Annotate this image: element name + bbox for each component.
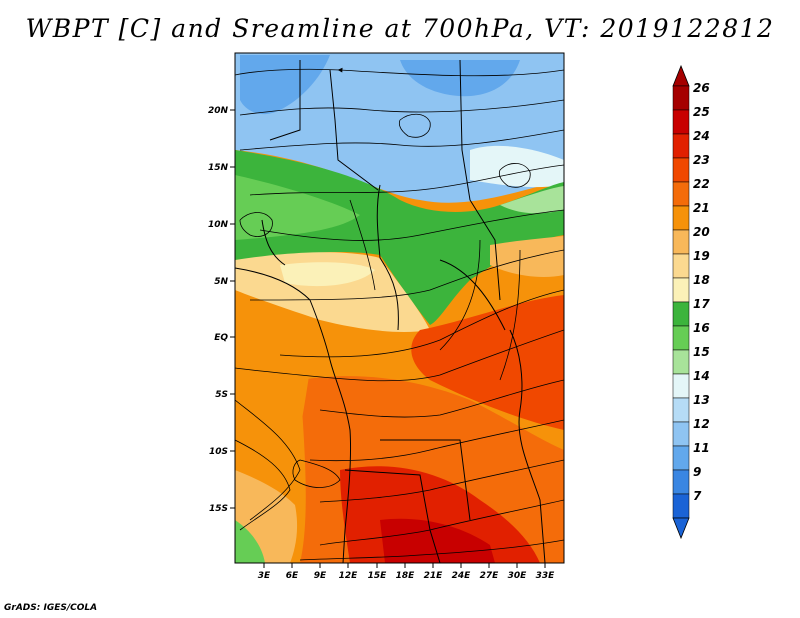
colorbar-label: 22 (693, 177, 710, 191)
colorbar-label: 9 (693, 465, 701, 479)
lon-label: 33E (536, 571, 556, 581)
colorbar-label: 18 (693, 273, 710, 287)
colorbar-label: 20 (693, 225, 710, 239)
colorbar-top-arrow (672, 64, 690, 87)
colorbar-label: 23 (693, 153, 710, 167)
map-frame (234, 52, 565, 564)
colorbar-swatch (672, 421, 690, 447)
colorbar-label: 15 (693, 345, 710, 359)
lat-label: 5S (215, 390, 228, 400)
lon-label: 12E (339, 571, 359, 581)
colorbar-label: 13 (693, 393, 710, 407)
lat-label: EQ (214, 333, 228, 343)
lat-label: 15N (208, 163, 229, 173)
lat-label: 10S (209, 447, 228, 457)
colorbar-swatch (672, 325, 690, 351)
colorbar-label: 17 (693, 297, 710, 311)
lon-label: 30E (508, 571, 528, 581)
colorbar-label: 14 (693, 369, 710, 383)
lat-label: 20N (208, 106, 229, 116)
colorbar-label: 12 (693, 417, 710, 431)
colorbar-label: 7 (693, 489, 702, 503)
colorbar-swatch (672, 397, 690, 423)
colorbar-swatch (672, 85, 690, 111)
lon-label: 6E (286, 571, 299, 581)
colorbar-swatch (672, 493, 690, 519)
colorbar-bottom-arrow (672, 517, 690, 540)
colorbar-swatch (672, 133, 690, 159)
wbpt-field (235, 53, 564, 563)
lat-label: 15S (209, 504, 228, 514)
colorbar-swatch (672, 445, 690, 471)
credit-text: GrADS: IGES/COLA (4, 603, 98, 613)
colorbar-label: 26 (693, 81, 710, 95)
lon-label: 21E (424, 571, 444, 581)
streamlines (235, 67, 564, 561)
colorbar-swatch (672, 229, 690, 255)
colorbar-swatch (672, 469, 690, 495)
lon-label: 15E (368, 571, 388, 581)
colorbar-swatch (672, 373, 690, 399)
lon-label: 18E (396, 571, 416, 581)
borders (235, 59, 546, 563)
colorbar-swatch (672, 109, 690, 135)
colorbar-swatch (672, 157, 690, 183)
colorbar-swatch (672, 277, 690, 303)
colorbar-label: 16 (693, 321, 710, 335)
lat-label: 10N (208, 220, 229, 230)
lat-label: 5N (214, 277, 228, 287)
colorbar: 26 25 24 23 22 21 20 19 18 17 16 15 14 1… (672, 64, 710, 540)
lon-label: 27E (480, 571, 500, 581)
lat-axis: 20N 15N 10N 5N EQ 5S 10S 15S (208, 106, 235, 514)
lon-label: 24E (452, 571, 472, 581)
colorbar-label: 24 (693, 129, 710, 143)
colorbar-label: 19 (693, 249, 710, 263)
map-title: WBPT [C] and Sreamline at 700hPa, VT: 20… (25, 14, 775, 43)
colorbar-label: 11 (693, 441, 710, 455)
colorbar-swatch (672, 205, 690, 231)
colorbar-swatch (672, 253, 690, 279)
colorbar-swatch (672, 181, 690, 207)
colorbar-label: 21 (693, 201, 710, 215)
colorbar-swatch (672, 301, 690, 327)
lon-label: 3E (258, 571, 271, 581)
colorbar-label: 25 (693, 105, 710, 119)
lon-axis: 3E 6E 9E 12E 15E 18E 21E 24E 27E 30E 33E (258, 563, 555, 581)
lon-label: 9E (314, 571, 327, 581)
colorbar-swatch (672, 349, 690, 375)
